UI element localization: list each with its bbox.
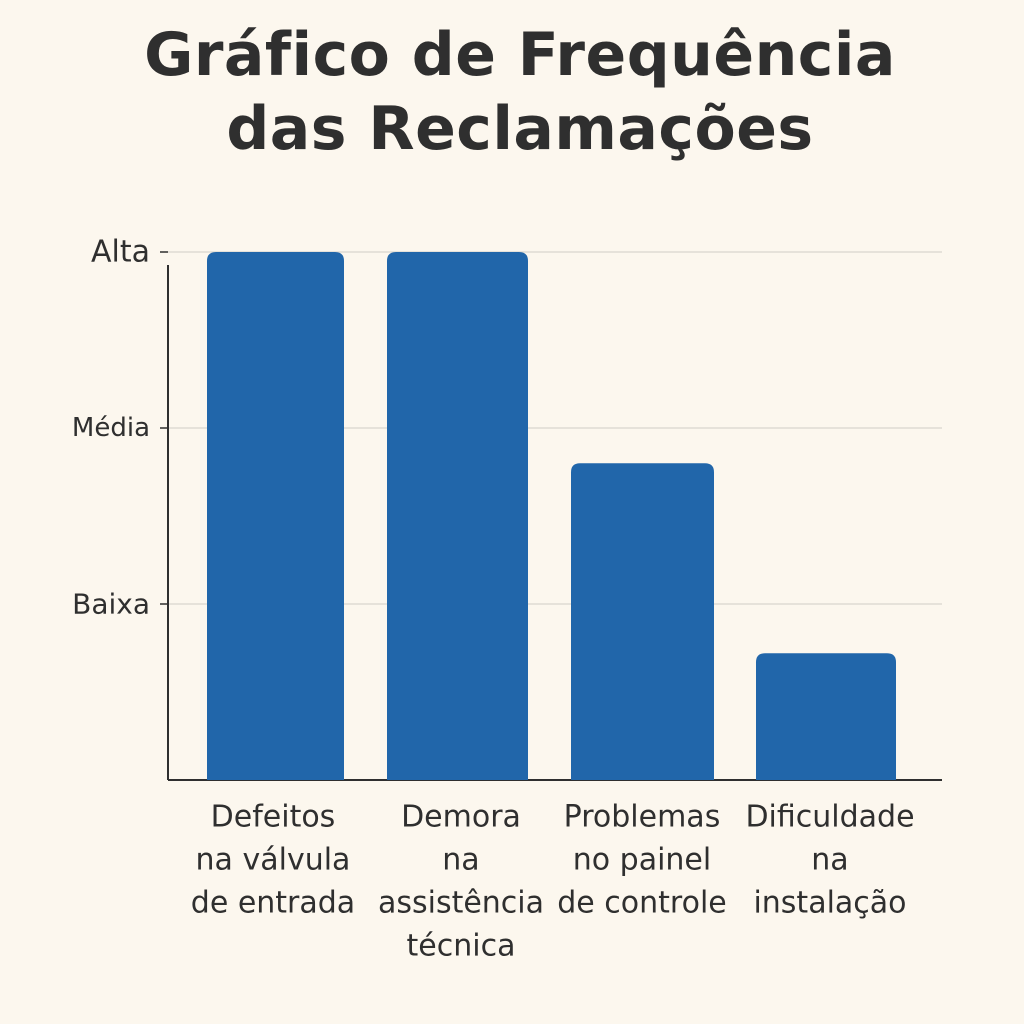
- chart-title: Gráfico de Frequência das Reclamações: [0, 18, 1024, 166]
- bar: [756, 653, 896, 780]
- chart-title-line-1: Gráfico de Frequência: [144, 20, 896, 90]
- x-tick-label: Demora: [401, 800, 521, 835]
- y-tick-label: Alta: [91, 235, 150, 270]
- x-tick-label: no painel: [573, 843, 711, 878]
- x-tick-label: de controle: [557, 886, 726, 921]
- bar: [387, 252, 528, 780]
- x-tick-label: instalação: [753, 886, 906, 921]
- y-tick-label: Média: [72, 413, 150, 443]
- chart-title-line-2: das Reclamações: [226, 94, 814, 164]
- bar: [571, 463, 714, 780]
- x-tick-label: Defeitos: [211, 800, 336, 835]
- bar: [207, 252, 344, 780]
- x-tick-label: de entrada: [191, 886, 355, 921]
- x-tick-label: na: [811, 843, 848, 878]
- x-tick-label: técnica: [407, 929, 516, 964]
- x-tick-label: Problemas: [564, 800, 721, 835]
- x-tick-label: Dificuldade: [745, 800, 914, 835]
- x-tick-label: na válvula: [196, 843, 351, 878]
- x-tick-label: assistência: [378, 886, 544, 921]
- y-tick-label: Baixa: [72, 588, 150, 621]
- x-tick-label: na: [442, 843, 479, 878]
